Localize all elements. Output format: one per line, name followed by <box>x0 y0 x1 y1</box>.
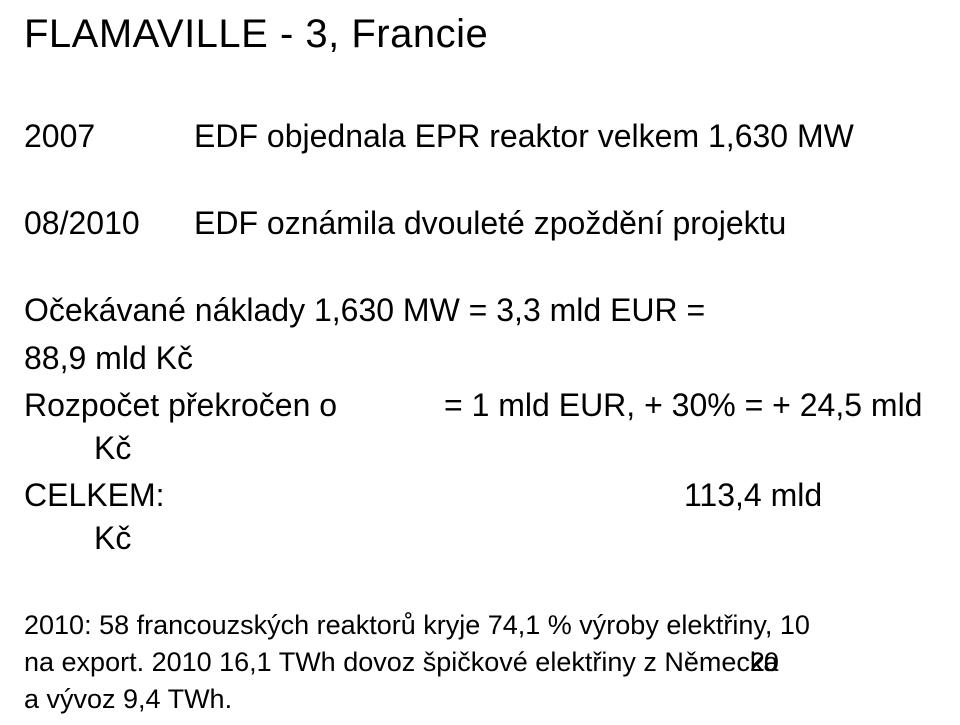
footnote-line2-b: ka <box>750 647 779 677</box>
budget-overrun-label: Rozpočet překročen o <box>24 384 444 427</box>
page-title: FLAMAVILLE - 3, Francie <box>24 12 936 57</box>
order-year: 2007 <box>24 115 194 158</box>
total-kc: Kč <box>24 517 936 560</box>
budget-overrun-row: Rozpočet překročen o = 1 mld EUR, + 30% … <box>24 384 936 427</box>
order-row: 2007 EDF objednala EPR reaktor velkem 1,… <box>24 115 936 158</box>
footnote-line2: na export. 2010 16,1 TWh dovoz špičkové … <box>24 644 936 681</box>
total-label: CELKEM: <box>24 474 684 517</box>
expected-costs-line1: Očekávané náklady 1,630 MW = 3,3 mld EUR… <box>24 289 936 332</box>
total-value: 113,4 mld <box>684 474 936 517</box>
total-row: CELKEM: 113,4 mld <box>24 474 936 517</box>
slide-page: FLAMAVILLE - 3, Francie 2007 EDF objedna… <box>0 0 960 725</box>
footnote-line1: 2010: 58 francouzských reaktorů kryje 74… <box>24 607 936 644</box>
delay-text: EDF oznámila dvouleté zpoždění projektu <box>194 202 936 245</box>
budget-overrun-value: = 1 mld EUR, + 30% = + 24,5 mld <box>444 384 936 427</box>
expected-costs-line2: 88,9 mld Kč <box>24 337 936 380</box>
delay-row: 08/2010 EDF oznámila dvouleté zpoždění p… <box>24 202 936 245</box>
budget-overrun-kc: Kč <box>24 427 936 470</box>
delay-year: 08/2010 <box>24 202 194 245</box>
order-text: EDF objednala EPR reaktor velkem 1,630 M… <box>194 115 936 158</box>
footnote-line3: a vývoz 9,4 TWh. <box>24 681 936 718</box>
footnote: 2010: 58 francouzských reaktorů kryje 74… <box>24 607 936 719</box>
footnote-line2-a: na export. 2010 16,1 TWh dovoz špičkové … <box>24 647 750 677</box>
